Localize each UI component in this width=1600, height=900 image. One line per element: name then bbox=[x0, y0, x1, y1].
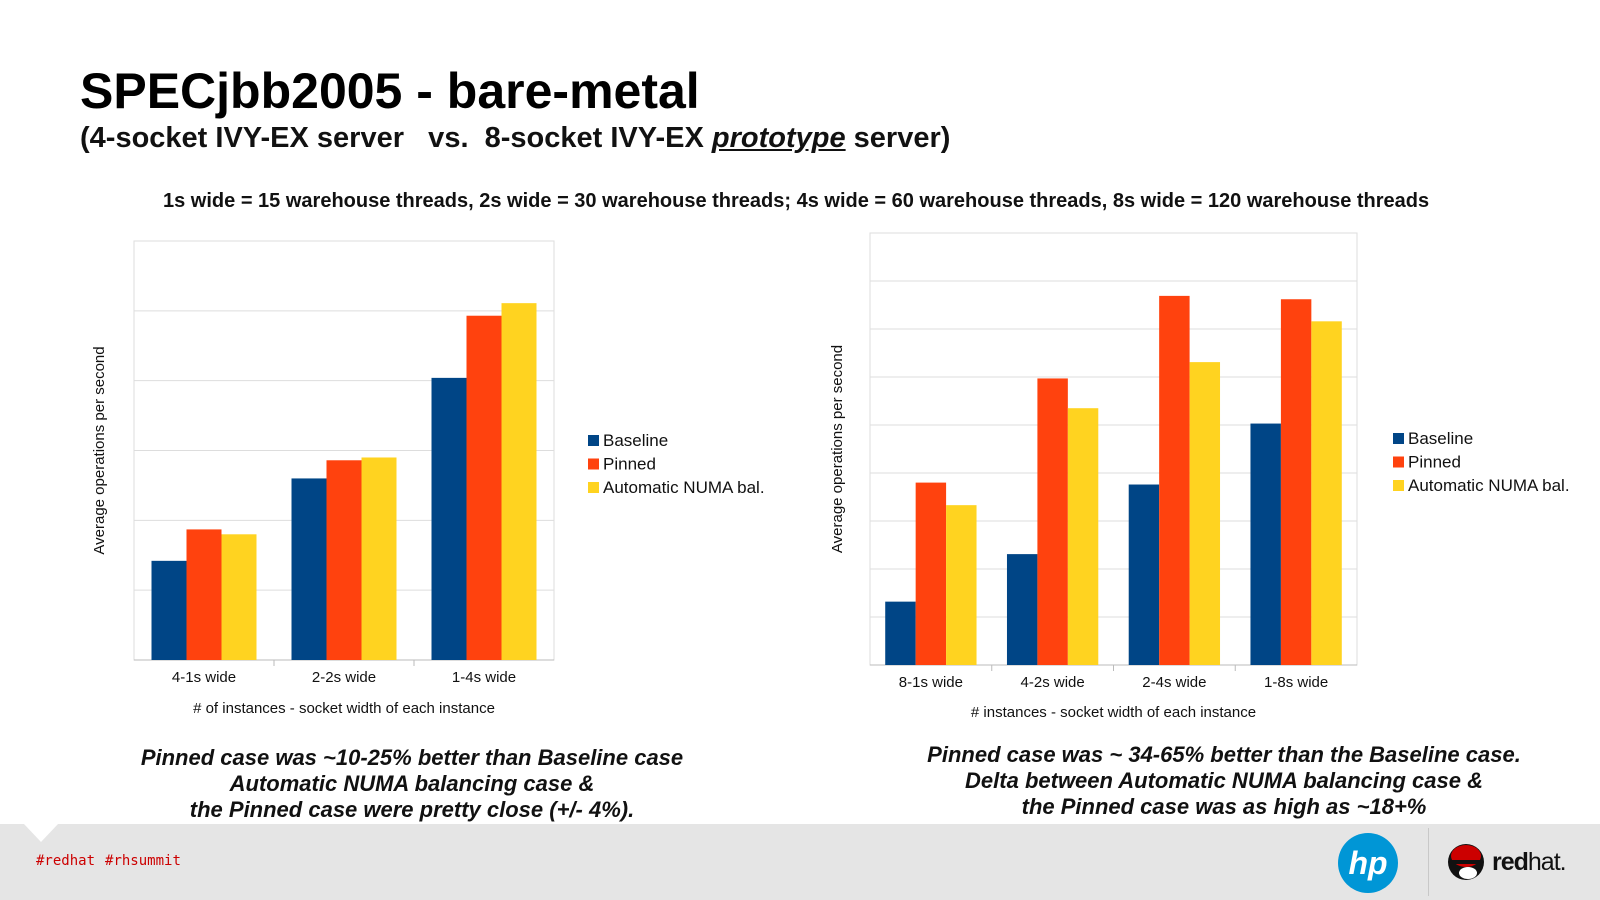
bar-pinned-1-4s-wide bbox=[466, 315, 502, 660]
subtitle-post: server) bbox=[845, 122, 951, 154]
bar-pinned-8-1s-wide bbox=[915, 482, 947, 665]
bar-baseline-4-2s-wide bbox=[1006, 554, 1038, 665]
chart-4-socket: 4-1s wide 2-2s wide 1-4s wide # of instance… bbox=[91, 240, 765, 717]
hp-logo-icon: hp bbox=[1338, 833, 1398, 893]
legend-swatch bbox=[1393, 480, 1404, 491]
x-axis-title: # instances - socket width of each insta… bbox=[971, 704, 1256, 721]
logo-divider bbox=[1428, 828, 1429, 896]
footer-bar bbox=[0, 824, 1600, 900]
conclusion-right: Pinned case was ~ 34-65% better than the… bbox=[904, 742, 1544, 820]
x-tick-label: 1-4s wide bbox=[452, 669, 516, 686]
conclusion-line: Pinned case was ~ 34-65% better than the… bbox=[927, 742, 1521, 767]
slide-title: SPECjbb2005 - bare-metal bbox=[80, 63, 700, 119]
legend-label: Baseline bbox=[1408, 429, 1473, 448]
legend-label: Automatic NUMA bal. bbox=[603, 478, 765, 497]
hashtag: #rhsummit bbox=[105, 853, 181, 869]
bar-baseline-1-8s-wide bbox=[1250, 423, 1281, 665]
bar-baseline-2-4s-wide bbox=[1128, 484, 1160, 665]
bar-pinned-2-4s-wide bbox=[1159, 295, 1190, 665]
bar-baseline-4-1s-wide bbox=[151, 560, 187, 660]
legend-label: Pinned bbox=[1408, 453, 1461, 472]
bar-automatic-numa-bal--4-1s-wide bbox=[221, 534, 257, 660]
x-tick-label: 4-2s wide bbox=[1021, 674, 1085, 691]
bar-automatic-numa-bal--2-2s-wide bbox=[361, 457, 397, 660]
conclusion-line: Automatic NUMA balancing case & bbox=[229, 771, 595, 796]
subtitle-emphasis: prototype bbox=[711, 122, 846, 154]
bar-automatic-numa-bal--2-4s-wide bbox=[1189, 362, 1221, 665]
bar-pinned-1-8s-wide bbox=[1280, 299, 1312, 665]
conclusion-line: the Pinned case were pretty close (+/- 4… bbox=[189, 797, 635, 822]
x-tick-label: 4-1s wide bbox=[172, 669, 236, 686]
conclusion-line: Pinned case was ~10-25% better than Base… bbox=[140, 745, 684, 770]
bar-automatic-numa-bal--1-4s-wide bbox=[501, 303, 537, 660]
bar-automatic-numa-bal--4-2s-wide bbox=[1067, 408, 1099, 665]
legend-label: Pinned bbox=[603, 455, 656, 474]
bar-automatic-numa-bal--1-8s-wide bbox=[1311, 321, 1342, 665]
bar-automatic-numa-bal--8-1s-wide bbox=[946, 505, 977, 665]
conclusion-line: the Pinned case was as high as ~18+% bbox=[1021, 794, 1427, 819]
redhat-logo-text: redhat. bbox=[1492, 848, 1567, 876]
hashtag: #redhat bbox=[36, 853, 96, 869]
y-axis-title: Average operations per second bbox=[829, 345, 846, 553]
slide-subtitle: (4-socket IVY-EX server vs. 8-socket IVY… bbox=[80, 122, 950, 155]
svg-text:hp: hp bbox=[1348, 845, 1387, 881]
x-tick-label: 1-8s wide bbox=[1264, 674, 1328, 691]
legend-swatch bbox=[588, 435, 599, 446]
legend-swatch bbox=[1393, 433, 1404, 444]
x-tick-label: 2-4s wide bbox=[1142, 674, 1206, 691]
bar-baseline-8-1s-wide bbox=[885, 601, 916, 665]
bar-pinned-4-1s-wide bbox=[186, 529, 222, 660]
x-tick-label: 2-2s wide bbox=[312, 669, 376, 686]
bar-pinned-4-2s-wide bbox=[1037, 378, 1068, 665]
hashtags: #redhat #rhsummit bbox=[36, 853, 191, 869]
legend-swatch bbox=[588, 482, 599, 493]
y-axis-title: Average operations per second bbox=[91, 346, 108, 554]
subtitle-pre: (4-socket IVY-EX server vs. 8-socket IVY… bbox=[80, 122, 712, 154]
redhat-shadowman-icon bbox=[1448, 844, 1484, 880]
bar-baseline-2-2s-wide bbox=[291, 478, 327, 660]
footer-notch bbox=[24, 824, 58, 842]
bar-pinned-2-2s-wide bbox=[326, 460, 362, 660]
legend-label: Automatic NUMA bal. bbox=[1408, 476, 1570, 495]
legend-swatch bbox=[588, 458, 599, 470]
conclusion-line: Delta between Automatic NUMA balancing c… bbox=[965, 768, 1483, 793]
x-tick-label: 8-1s wide bbox=[899, 674, 963, 691]
thread-note: 1s wide = 15 warehouse threads, 2s wide … bbox=[163, 190, 1430, 212]
legend-label: Baseline bbox=[603, 431, 668, 450]
conclusion-left: Pinned case was ~10-25% better than Base… bbox=[112, 745, 712, 823]
bar-baseline-1-4s-wide bbox=[431, 377, 467, 660]
x-axis-title: # of instances - socket width of each in… bbox=[193, 700, 495, 717]
legend-swatch bbox=[1393, 456, 1404, 468]
chart-8-socket: 8-1s wide 4-2s wide 2-4s wide 1-8s wide # in… bbox=[829, 232, 1570, 721]
